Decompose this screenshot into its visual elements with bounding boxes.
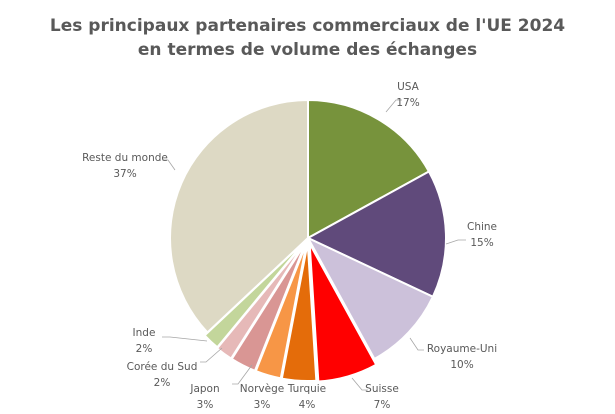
leader-line <box>162 159 176 171</box>
data-label-value: 3% <box>197 399 214 411</box>
data-label-name: Inde <box>133 327 156 339</box>
leader-line <box>409 337 424 351</box>
data-label-value: 2% <box>154 377 171 389</box>
data-label-name: Norvège <box>240 383 284 395</box>
data-label-name: USA <box>397 81 420 93</box>
data-label-name: Royaume-Uni <box>427 343 497 355</box>
data-label-value: 10% <box>450 359 473 371</box>
data-label-value: 3% <box>254 399 271 411</box>
chart-title: Les principaux partenaires commerciaux d… <box>0 14 615 62</box>
data-label-value: 2% <box>136 343 153 355</box>
pie-slice-royaume-uni <box>305 235 435 361</box>
leader-line <box>351 377 368 391</box>
leader-line <box>232 364 253 385</box>
pie-slice-turquie <box>280 242 318 382</box>
pie-slice-chine <box>305 170 447 299</box>
pie-slice-usa <box>307 98 431 240</box>
data-label-name: Reste du monde <box>82 152 168 164</box>
pie-slice-suisse <box>308 243 378 383</box>
pie-slice-reste-du-monde <box>169 98 309 334</box>
leader-line <box>385 99 402 113</box>
chart-title-line-1: Les principaux partenaires commerciaux d… <box>49 16 566 36</box>
data-label-name: Japon <box>189 383 219 395</box>
data-label-name: Turquie <box>287 383 326 395</box>
data-label-name: Corée du Sud <box>127 361 198 373</box>
chart-title-line-2: en termes de volume des échanges <box>137 40 478 60</box>
data-label-value: 17% <box>396 97 419 109</box>
pie-slice-inde <box>203 240 307 349</box>
data-label-value: 7% <box>374 399 391 411</box>
leader-line <box>445 239 466 245</box>
leader-line <box>200 347 223 363</box>
data-label-value: 15% <box>470 237 493 249</box>
data-label-name: Suisse <box>365 383 399 395</box>
data-label-value: 37% <box>113 168 136 180</box>
leader-line <box>162 336 208 342</box>
data-label-name: Chine <box>467 221 497 233</box>
data-label-value: 4% <box>299 399 316 411</box>
